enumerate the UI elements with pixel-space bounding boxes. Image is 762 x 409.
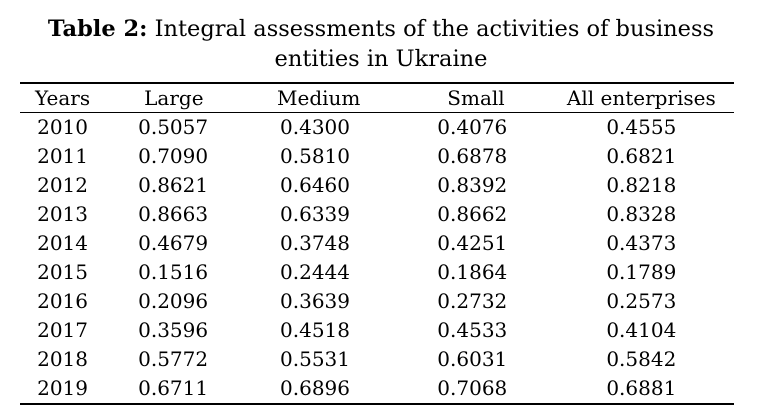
cell-small: 0.4076 — [437, 115, 508, 139]
table-caption: Table 2: Integral assessments of the act… — [0, 14, 762, 74]
cell-year: 2016 — [37, 289, 89, 313]
cell-year: 2013 — [37, 202, 89, 226]
table-row: 2019 0.6711 0.6896 0.7068 0.6881 — [20, 374, 734, 404]
cell-year: 2018 — [37, 347, 89, 371]
caption-line-1: Table 2: Integral assessments of the act… — [0, 14, 762, 44]
cell-small: 0.8662 — [437, 202, 508, 226]
table-header: Years Large Medium Small All enterprises — [20, 83, 734, 113]
assessment-table: Years Large Medium Small All enterprises… — [20, 82, 734, 405]
cell-small: 0.1864 — [437, 260, 508, 284]
cell-medium: 0.5810 — [280, 144, 350, 168]
cell-year: 2014 — [37, 231, 89, 255]
header-row: Years Large Medium Small All enterprises — [20, 83, 734, 113]
table-row: 2011 0.7090 0.5810 0.6878 0.6821 — [20, 142, 734, 171]
caption-line-2: entities in Ukraine — [274, 46, 488, 72]
header-years: Years — [35, 86, 91, 110]
cell-year: 2017 — [37, 318, 89, 342]
cell-small: 0.8392 — [437, 173, 508, 197]
cell-medium: 0.3639 — [280, 289, 350, 313]
cell-all-enterprises: 0.1789 — [606, 260, 677, 284]
cell-all-enterprises: 0.6881 — [606, 376, 677, 400]
cell-medium: 0.6460 — [280, 173, 350, 197]
cell-large: 0.5772 — [138, 347, 209, 371]
cell-medium: 0.4518 — [280, 318, 350, 342]
cell-large: 0.8621 — [138, 173, 209, 197]
cell-large: 0.2096 — [138, 289, 209, 313]
cell-all-enterprises: 0.4373 — [606, 231, 677, 255]
cell-all-enterprises: 0.2573 — [606, 289, 677, 313]
table-row: 2010 0.5057 0.4300 0.4076 0.4555 — [20, 113, 734, 143]
cell-large: 0.6711 — [138, 376, 209, 400]
caption-title-part-1: Integral assessments of the activities o… — [154, 16, 715, 42]
cell-all-enterprises: 0.8218 — [606, 173, 677, 197]
cell-year: 2015 — [37, 260, 89, 284]
cell-year: 2010 — [37, 115, 89, 139]
table-row: 2018 0.5772 0.5531 0.6031 0.5842 — [20, 345, 734, 374]
table-row: 2014 0.4679 0.3748 0.4251 0.4373 — [20, 229, 734, 258]
table-body: 2010 0.5057 0.4300 0.4076 0.4555 2011 0.7090 0.… — [20, 113, 734, 404]
cell-medium: 0.6339 — [280, 202, 350, 226]
cell-small: 0.4251 — [437, 231, 508, 255]
cell-small: 0.7068 — [437, 376, 508, 400]
cell-large: 0.1516 — [138, 260, 209, 284]
cell-large: 0.8663 — [138, 202, 209, 226]
cell-all-enterprises: 0.5842 — [606, 347, 677, 371]
cell-year: 2019 — [37, 376, 89, 400]
cell-medium: 0.4300 — [280, 115, 350, 139]
cell-large: 0.3596 — [138, 318, 209, 342]
cell-medium: 0.3748 — [280, 231, 350, 255]
cell-medium: 0.2444 — [280, 260, 350, 284]
header-small: Small — [447, 86, 505, 110]
cell-small: 0.6878 — [437, 144, 508, 168]
cell-year: 2011 — [37, 144, 89, 168]
cell-all-enterprises: 0.8328 — [606, 202, 677, 226]
cell-large: 0.4679 — [138, 231, 209, 255]
table-row: 2017 0.3596 0.4518 0.4533 0.4104 — [20, 316, 734, 345]
header-large: Large — [144, 86, 204, 110]
cell-medium: 0.6896 — [280, 376, 350, 400]
table-row: 2013 0.8663 0.6339 0.8662 0.8328 — [20, 200, 734, 229]
table-row: 2015 0.1516 0.2444 0.1864 0.1789 — [20, 258, 734, 287]
caption-label: Table 2: — [47, 16, 148, 42]
cell-year: 2012 — [37, 173, 89, 197]
cell-all-enterprises: 0.4555 — [606, 115, 677, 139]
header-all-enterprises: All enterprises — [566, 86, 716, 110]
cell-large: 0.5057 — [138, 115, 209, 139]
cell-small: 0.4533 — [437, 318, 508, 342]
cell-small: 0.2732 — [437, 289, 508, 313]
cell-small: 0.6031 — [437, 347, 508, 371]
cell-large: 0.7090 — [138, 144, 209, 168]
cell-all-enterprises: 0.6821 — [606, 144, 677, 168]
header-medium: Medium — [277, 86, 361, 110]
table-row: 2012 0.8621 0.6460 0.8392 0.8218 — [20, 171, 734, 200]
cell-all-enterprises: 0.4104 — [606, 318, 677, 342]
cell-medium: 0.5531 — [280, 347, 350, 371]
table-row: 2016 0.2096 0.3639 0.2732 0.2573 — [20, 287, 734, 316]
